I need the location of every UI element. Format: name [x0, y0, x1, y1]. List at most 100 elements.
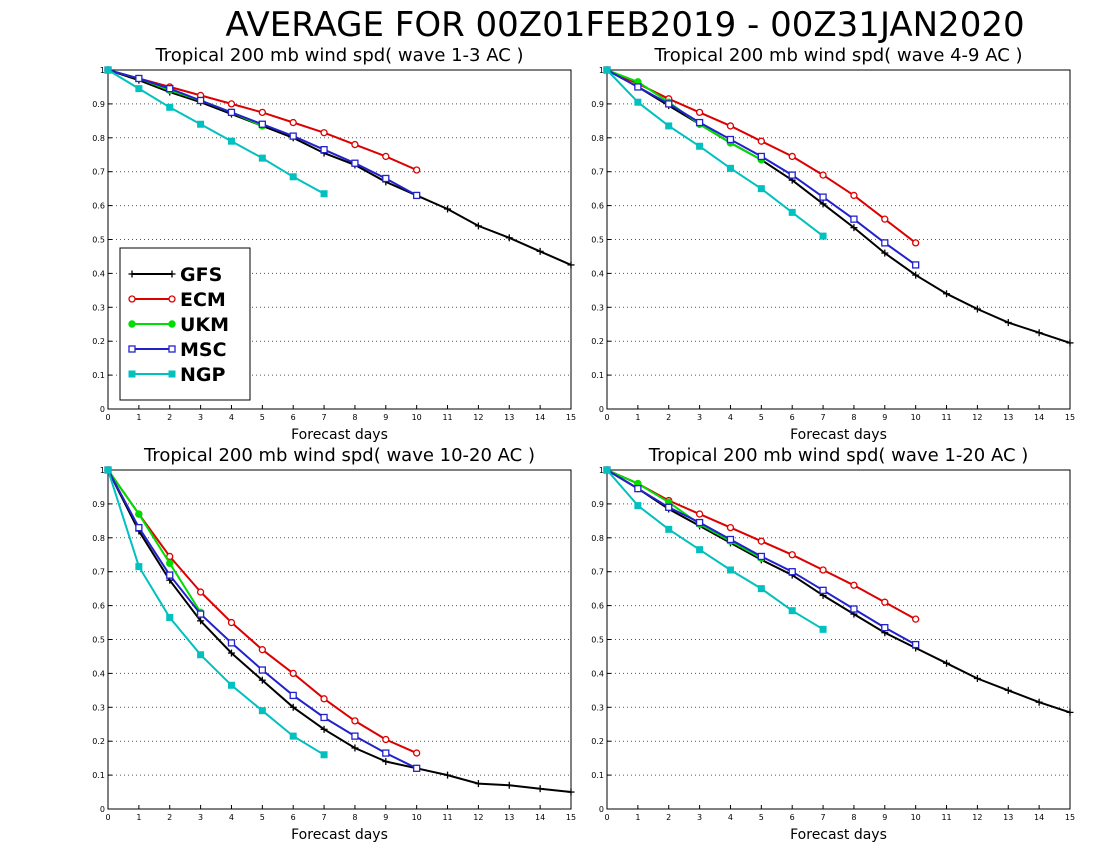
- data-point-gfs: [505, 781, 513, 789]
- legend-label: ECM: [180, 289, 226, 311]
- data-point-msc: [726, 535, 735, 544]
- y-tick-label: 0.2: [591, 337, 604, 346]
- legend-marker: [128, 295, 136, 303]
- legend-marker: [128, 345, 136, 353]
- data-point-msc: [665, 503, 673, 511]
- y-tick-label: 0.2: [92, 737, 105, 746]
- x-tick-label: 8: [851, 813, 856, 822]
- data-point-msc: [819, 193, 827, 201]
- data-point-ecm: [850, 191, 858, 200]
- legend-marker: [128, 270, 136, 278]
- data-point-ecm: [289, 669, 297, 678]
- data-point-ecm: [382, 735, 390, 744]
- y-tick-label: 0.1: [92, 371, 105, 380]
- legend-marker: [128, 320, 136, 328]
- y-tick-label: 0.4: [591, 669, 604, 678]
- y-tick-label: 0.8: [591, 534, 604, 543]
- x-tick-label: 7: [322, 813, 327, 822]
- x-tick-label: 13: [1003, 413, 1013, 422]
- data-point-msc: [320, 146, 328, 154]
- series-line-ngp: [107, 469, 325, 756]
- chart-panel-3: Tropical 200 mb wind spd( wave 10-20 AC …: [92, 445, 576, 843]
- y-tick-label: 0.6: [591, 202, 604, 211]
- x-tick-label: 3: [198, 813, 203, 822]
- x-tick-label: 1: [635, 813, 640, 822]
- y-tick-label: 0.8: [591, 134, 604, 143]
- x-tick-label: 6: [291, 813, 296, 822]
- x-tick-label: 9: [882, 413, 887, 422]
- x-tick-label: 1: [136, 413, 141, 422]
- y-tick-label: 0.1: [591, 371, 604, 380]
- data-point-msc: [881, 239, 889, 247]
- x-tick-label: 11: [442, 813, 452, 822]
- y-tick-label: 0.2: [92, 337, 105, 346]
- data-point-gfs: [973, 674, 981, 682]
- y-tick-label: 0.8: [92, 134, 105, 143]
- data-point-ecm: [850, 581, 858, 589]
- data-point-ngp: [166, 613, 174, 621]
- data-point-gfs: [197, 617, 205, 625]
- x-tick-label: 7: [322, 413, 327, 422]
- y-tick-label: 0.7: [591, 568, 604, 577]
- data-point-ngp: [696, 142, 704, 150]
- data-point-msc: [351, 159, 359, 167]
- data-point-ecm: [413, 166, 421, 174]
- x-tick-label: 14: [1034, 413, 1044, 422]
- x-tick-label: 12: [473, 813, 483, 822]
- y-tick-label: 0.3: [92, 703, 105, 712]
- y-tick-label: 0.4: [92, 669, 105, 678]
- series-ngp: [603, 466, 827, 633]
- data-point-msc: [912, 640, 920, 649]
- data-point-msc: [258, 120, 266, 128]
- x-tick-label: 5: [759, 813, 764, 822]
- panel-title: Tropical 200 mb wind spd( wave 4-9 AC ): [653, 45, 1022, 66]
- legend-marker: [168, 320, 176, 328]
- series-msc: [603, 66, 920, 269]
- data-point-ecm: [258, 646, 266, 654]
- series-ecm: [603, 466, 920, 623]
- series-line-msc: [606, 69, 917, 266]
- data-point-gfs: [1066, 339, 1074, 347]
- data-point-msc: [912, 261, 920, 269]
- data-point-ngp: [788, 607, 796, 615]
- data-point-gfs: [943, 290, 951, 298]
- x-tick-label: 10: [412, 813, 422, 822]
- data-point-ecm: [912, 239, 920, 247]
- data-point-gfs: [881, 249, 889, 257]
- legend-label: UKM: [180, 314, 229, 336]
- chart-panels: Tropical 200 mb wind spd( wave 1-3 AC ) 0…: [92, 45, 1075, 843]
- y-tick-label: 0: [599, 405, 604, 414]
- x-tick-label: 1: [136, 813, 141, 822]
- legend-marker: [128, 370, 136, 378]
- data-point-gfs: [819, 200, 827, 208]
- legend-entry-ukm: UKM: [128, 314, 229, 336]
- x-tick-label: 9: [383, 813, 388, 822]
- data-point-msc: [382, 749, 390, 757]
- y-tick-label: 0.9: [92, 100, 105, 109]
- x-tick-label: 6: [790, 813, 795, 822]
- series-msc: [104, 466, 421, 772]
- data-point-msc: [166, 84, 174, 93]
- x-tick-label: 13: [504, 813, 514, 822]
- data-point-msc: [196, 96, 205, 105]
- legend-marker: [168, 270, 176, 278]
- series-line-msc: [107, 69, 418, 197]
- data-point-msc: [881, 623, 889, 632]
- x-tick-label: 12: [972, 813, 982, 822]
- data-point-ecm: [881, 215, 889, 223]
- x-tick-label: 4: [229, 813, 234, 822]
- series-ngp: [603, 66, 827, 240]
- x-tick-label: 15: [566, 813, 576, 822]
- x-tick-label: 0: [604, 413, 609, 422]
- data-point-ecm: [757, 537, 765, 545]
- data-point-ngp: [603, 466, 611, 474]
- y-tick-label: 0.8: [92, 534, 105, 543]
- legend: GFS ECM UKM MSC NGP: [119, 247, 251, 401]
- data-point-msc: [695, 518, 704, 527]
- x-tick-label: 10: [911, 413, 921, 422]
- data-point-ngp: [135, 563, 143, 571]
- data-point-ngp: [634, 502, 642, 510]
- y-tick-label: 0.9: [591, 500, 604, 509]
- data-point-ngp: [197, 120, 205, 128]
- data-point-ecm: [695, 108, 704, 117]
